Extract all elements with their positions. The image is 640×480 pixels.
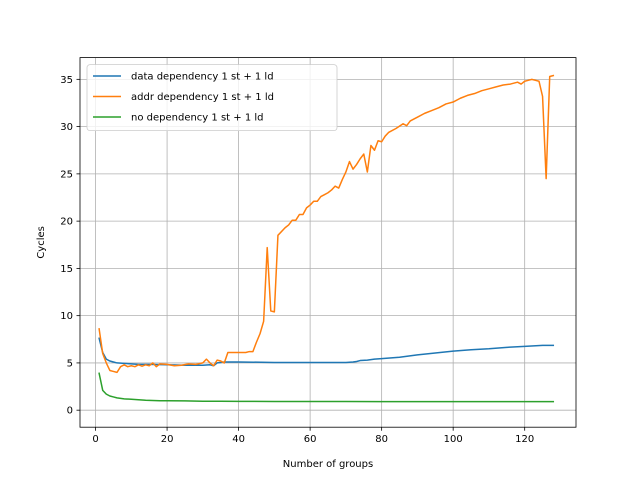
axis-ticks: 0 20 40 60 80 100 120 0 5 10 15 20 25 30 35 — [60, 75, 534, 445]
legend: data dependency 1 st + 1 ld addr dependen… — [86, 64, 338, 131]
legend-label-3: no dependency 1 st + 1 ld — [131, 113, 263, 124]
x-tick-label: 120 — [515, 434, 534, 445]
plot-frame — [79, 57, 577, 428]
x-tick-label: 80 — [375, 434, 388, 445]
series-line-3 — [98, 372, 555, 403]
legend-label-2: addr dependency 1 st + 1 ld — [131, 92, 274, 103]
legend-label-1: data dependency 1 st + 1 ld — [131, 72, 274, 83]
y-tick-label: 25 — [60, 169, 73, 180]
x-tick-label: 0 — [92, 434, 98, 445]
series-lines — [98, 74, 555, 403]
series-line-1 — [98, 337, 555, 367]
x-tick-label: 100 — [444, 434, 463, 445]
y-tick-label: 30 — [60, 122, 73, 133]
y-tick-label: 15 — [60, 264, 73, 275]
x-tick-label: 60 — [304, 434, 317, 445]
x-tick-label: 40 — [232, 434, 245, 445]
series-line-2 — [98, 74, 555, 374]
y-tick-label: 0 — [67, 406, 73, 417]
y-tick-label: 10 — [60, 311, 73, 322]
y-tick-label: 35 — [60, 75, 73, 86]
legend-box — [86, 64, 338, 131]
y-tick-label: 20 — [60, 217, 73, 228]
x-tick-label: 20 — [161, 434, 174, 445]
y-tick-label: 5 — [67, 358, 73, 369]
x-axis-label: Number of groups — [283, 459, 373, 470]
y-axis-label: Cycles — [36, 226, 47, 259]
